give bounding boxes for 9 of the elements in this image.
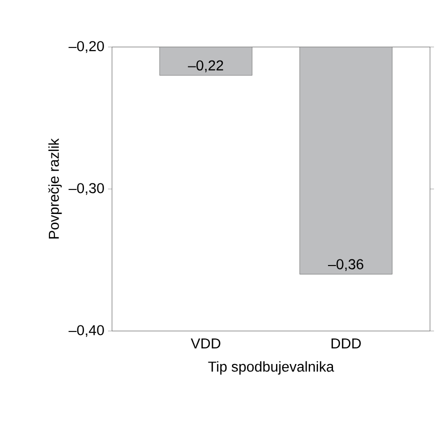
x-tick-label: VDD <box>190 338 220 348</box>
data-label: –0,22 <box>188 60 224 72</box>
x-tick-label: DDD <box>332 338 361 348</box>
y-axis-title: Povprečje razlik <box>48 138 62 238</box>
data-label: –0,36 <box>328 259 364 272</box>
x-axis-title: Tip spodbujevalnika <box>208 361 334 375</box>
y-tick-label: –0,20 <box>68 41 104 53</box>
y-tick-label: –0,40 <box>68 325 104 337</box>
y-tick-label: –0,30 <box>68 183 104 195</box>
